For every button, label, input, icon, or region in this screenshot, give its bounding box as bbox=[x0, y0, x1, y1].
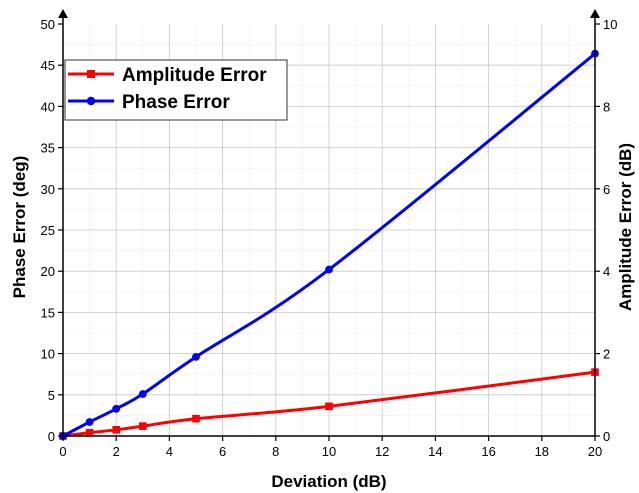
x-tick-label: 20 bbox=[588, 444, 602, 459]
ticks: 0 2 4 6 8 10 12 14 16 18 2005101520253035404550024… bbox=[41, 17, 618, 459]
legend-marker-phase-error bbox=[86, 96, 96, 106]
data-point-phase-error bbox=[192, 352, 200, 361]
y-left-axis-arrow bbox=[58, 9, 68, 18]
y-left-tick-label: 30 bbox=[41, 182, 55, 197]
data-point-phase-error bbox=[112, 404, 121, 413]
x-tick-label: 6 bbox=[219, 444, 226, 459]
data-point-phase-error bbox=[138, 390, 147, 398]
data-point-amplitude-error bbox=[325, 402, 333, 411]
y-left-tick-label: 40 bbox=[41, 99, 55, 114]
x-tick-label: 2 bbox=[113, 444, 120, 459]
series-layer bbox=[59, 49, 599, 440]
legend-marker-amplitude-error bbox=[87, 70, 95, 78]
legend-label-amplitude-error: Amplitude Error bbox=[122, 65, 267, 86]
y-left-tick-label: 5 bbox=[48, 388, 55, 403]
y-right-tick-label: 8 bbox=[603, 99, 610, 114]
data-point-amplitude-error bbox=[85, 428, 94, 437]
x-tick-label: 18 bbox=[535, 444, 549, 459]
x-tick-label: 12 bbox=[375, 444, 389, 459]
y-left-axis-title: Phase Error (deg) bbox=[10, 156, 29, 299]
legend-box bbox=[64, 59, 288, 121]
data-point-phase-error bbox=[325, 265, 333, 274]
y-right-tick-label: 2 bbox=[603, 347, 610, 362]
data-point-amplitude-error bbox=[192, 414, 200, 423]
y-left-tick-label: 20 bbox=[41, 264, 55, 279]
y-right-axis-arrow bbox=[590, 9, 600, 18]
y-right-tick-label: 0 bbox=[603, 429, 610, 444]
y-left-tick-label: 10 bbox=[41, 347, 55, 362]
legend: Amplitude Error Phase Error bbox=[64, 59, 288, 121]
series-line-amplitude-error bbox=[62, 370, 596, 438]
y-right-axis-title: Amplitude Error (dB) bbox=[616, 143, 635, 311]
y-left-tick-label: 35 bbox=[41, 141, 55, 156]
y-left-tick-label: 45 bbox=[41, 58, 55, 73]
series-line-phase-error bbox=[62, 52, 596, 438]
y-left-tick-label: 0 bbox=[48, 429, 55, 444]
data-point-amplitude-error bbox=[139, 422, 147, 430]
y-left-tick-label: 50 bbox=[41, 17, 55, 32]
y-right-tick-label: 6 bbox=[603, 182, 610, 197]
x-tick-label: 4 bbox=[166, 444, 173, 459]
x-tick-label: 10 bbox=[322, 444, 336, 459]
y-right-tick-label: 4 bbox=[603, 264, 610, 279]
y-right-tick-label: 10 bbox=[603, 17, 617, 32]
y-left-tick-label: 25 bbox=[41, 223, 55, 238]
x-tick-label: 16 bbox=[481, 444, 495, 459]
data-point-phase-error bbox=[85, 418, 94, 426]
legend-label-phase-error: Phase Error bbox=[122, 92, 230, 113]
y-left-tick-label: 15 bbox=[41, 305, 55, 320]
x-axis-title: Deviation (dB) bbox=[271, 472, 386, 491]
x-tick-label: 0 bbox=[59, 444, 66, 459]
x-tick-label: 14 bbox=[428, 444, 442, 459]
x-tick-label: 8 bbox=[272, 444, 279, 459]
data-point-amplitude-error bbox=[112, 426, 120, 434]
